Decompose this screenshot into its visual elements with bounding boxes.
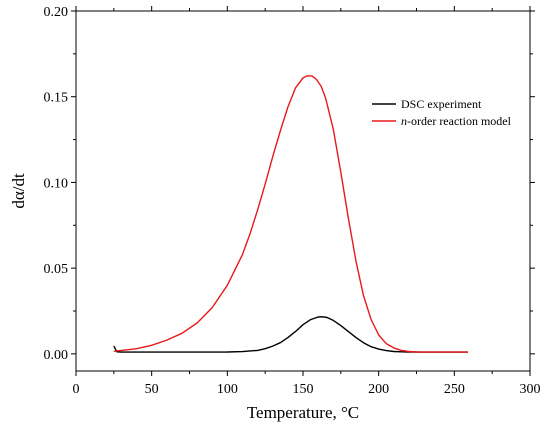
y-tick-label: 0.15	[44, 91, 69, 106]
legend-label-1: n-order reaction model	[401, 114, 512, 128]
y-axis-title: dα/dt	[9, 173, 28, 209]
y-tick-label: 0.00	[44, 348, 69, 363]
x-tick-label: 150	[293, 382, 314, 397]
y-tick-label: 0.20	[44, 5, 69, 20]
x-axis-title: Temperature, °C	[247, 403, 359, 422]
legend: DSC experiment n-order reaction model	[372, 97, 512, 128]
x-tick-label: 100	[217, 382, 238, 397]
x-tick-label: 0	[73, 382, 80, 397]
y-tick-label: 0.10	[44, 176, 69, 191]
plot-frame	[75, 10, 531, 372]
axes: 0 50 100 150 200 250 300 0.00 0.05 0.10 0.15 0.20	[44, 5, 541, 397]
y-tick-label: 0.05	[44, 262, 69, 277]
x-tick-label: 300	[520, 382, 541, 397]
x-tick-label: 50	[145, 382, 159, 397]
legend-label-0: DSC experiment	[401, 97, 482, 111]
x-tick-label: 200	[368, 382, 389, 397]
series-line-1	[113, 75, 468, 353]
x-tick-label: 250	[444, 382, 465, 397]
plot-area	[113, 75, 468, 353]
series-line-0	[113, 316, 468, 353]
